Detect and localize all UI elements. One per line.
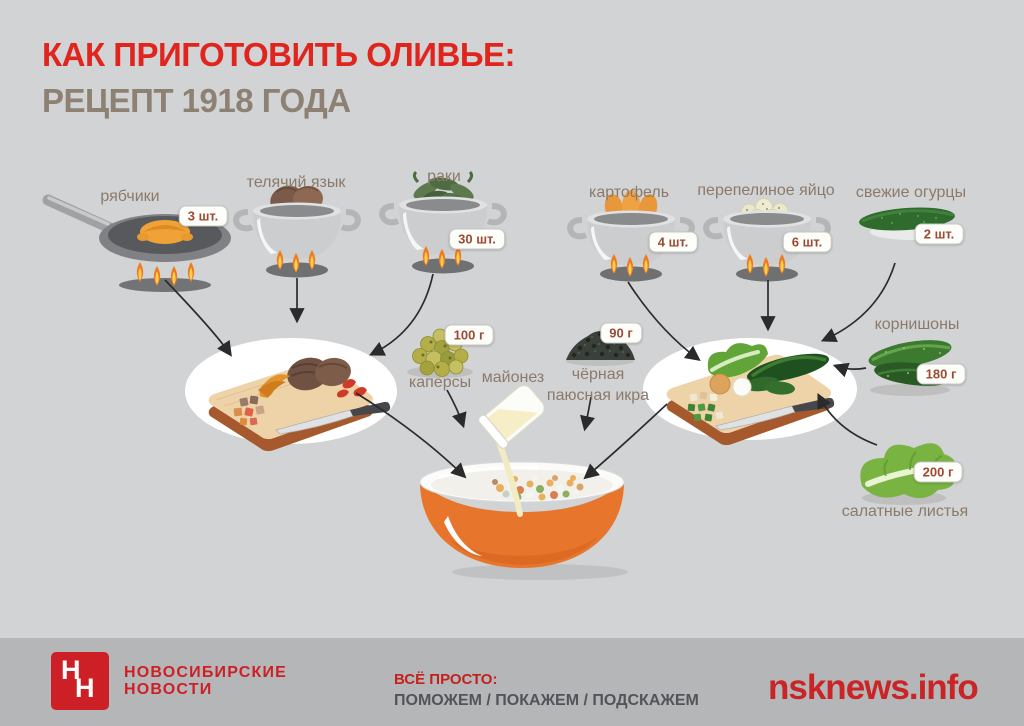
- sliced-fowl-icon: [258, 374, 290, 398]
- diced-vegetables-icon: [687, 391, 724, 422]
- brand-name: НОВОСИБИРСКИЕ НОВОСТИ: [124, 664, 287, 698]
- potato-on-board-icon: [709, 373, 731, 395]
- flame-icon: [642, 254, 650, 274]
- flame-icon: [454, 246, 462, 266]
- brand-logo-icon: Н Н: [51, 652, 109, 710]
- tagline-heading: ВСЁ ПРОСТО:: [394, 671, 498, 688]
- salad-bowl-icon: [419, 461, 628, 580]
- label-cucumbers: свежие огурцы: [855, 184, 967, 201]
- cutting-board-meat-icon: [208, 357, 391, 452]
- lettuce-on-board-icon: [707, 343, 768, 378]
- flame-icon: [762, 257, 770, 277]
- amount-badge-quail-eggs: 6 шт.: [782, 231, 832, 253]
- flame-icon: [136, 262, 144, 282]
- egg-on-board-icon: [732, 377, 752, 397]
- tagline-text: ПОМОЖЕМ / ПОКАЖЕМ / ПОДСКАЖЕМ: [394, 692, 699, 709]
- label-caviar-line1: чёрная: [571, 366, 625, 383]
- burner-shadow: [119, 278, 211, 292]
- brand-name-line1: НОВОСИБИРСКИЕ: [124, 664, 288, 681]
- flame-icon: [276, 250, 284, 270]
- label-mayonnaise: майонез: [481, 369, 545, 386]
- cutting-board-vegetables-icon: [666, 343, 835, 446]
- label-crayfish: раки: [427, 168, 461, 185]
- logo-letter-2: Н: [75, 673, 95, 703]
- page-title-line1: КАК ПРИГОТОВИТЬ ОЛИВЬЕ:: [42, 36, 516, 73]
- amount-badge-gherkins: 180 г: [916, 363, 966, 385]
- flame-icon: [610, 254, 618, 274]
- logo-letter-1: Н: [61, 655, 81, 685]
- flame-icon: [292, 253, 300, 273]
- flame-icon: [746, 254, 754, 274]
- amount-badge-crayfish: 30 шт.: [449, 228, 505, 250]
- arrow-capers-to-bowl: [446, 389, 467, 429]
- roast-bird-icon: [137, 220, 193, 244]
- label-veal-tongue: телячий язык: [246, 174, 346, 191]
- brand-name-line2: НОВОСТИ: [124, 681, 213, 698]
- amount-badge-hazel-grouse: 3 шт.: [178, 205, 228, 227]
- flame-icon: [626, 257, 634, 277]
- label-hazel-grouse: рябчики: [100, 188, 160, 205]
- mayonnaise-jar-icon: [477, 384, 546, 517]
- label-quail-eggs: перепелиное яйцо: [697, 182, 835, 199]
- label-lettuce: салатные листья: [841, 503, 969, 520]
- label-capers: каперсы: [408, 374, 472, 391]
- amount-badge-capers: 100 г: [444, 324, 494, 346]
- label-potatoes: картофель: [588, 184, 670, 201]
- flame-icon: [308, 250, 316, 270]
- amount-badge-potatoes: 4 шт.: [648, 231, 698, 253]
- amount-badge-caviar: 90 г: [600, 322, 642, 344]
- label-gherkins: корнишоны: [874, 316, 960, 333]
- amount-badge-cucumbers: 2 шт.: [914, 223, 964, 245]
- flame-icon: [778, 254, 786, 274]
- footer-bar: [0, 638, 1024, 726]
- amount-badge-lettuce: 200 г: [913, 461, 963, 483]
- sliced-meat-icon: [287, 357, 351, 391]
- flame-icon: [438, 249, 446, 269]
- flame-icon: [153, 266, 161, 286]
- pot-icon-crayfish: [379, 170, 507, 274]
- website-link[interactable]: nsknews.info: [768, 668, 979, 707]
- flame-icon: [422, 246, 430, 266]
- diced-meat-icon: [233, 395, 265, 426]
- flame-icon: [187, 262, 195, 282]
- cucumber-on-board-icon: [745, 353, 829, 395]
- label-caviar-line2: паюсная икра: [546, 387, 650, 404]
- frying-pan-icon: [42, 194, 231, 292]
- pot-icon-veal-tongue: [233, 185, 361, 278]
- page-title-line2: РЕЦЕПТ 1918 ГОДА: [42, 82, 351, 119]
